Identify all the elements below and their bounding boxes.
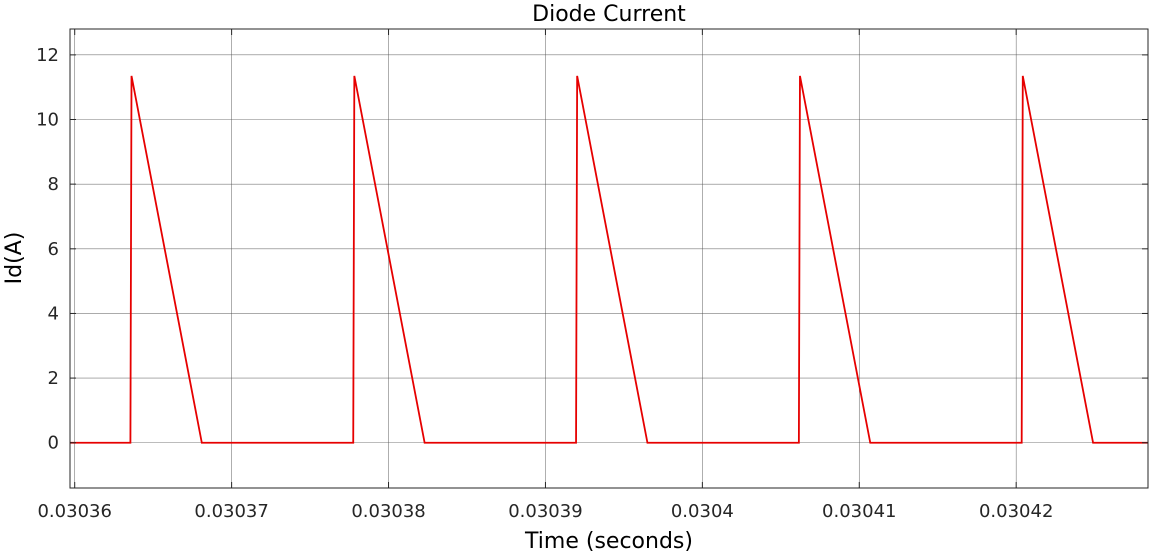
y-tick-label: 12 (36, 45, 59, 66)
chart-title: Diode Current (532, 2, 686, 27)
y-tick-label: 4 (48, 303, 59, 324)
y-tick-label: 8 (48, 174, 59, 195)
x-tick-label: 0.03038 (351, 501, 425, 522)
y-axis-label: Id(A) (2, 232, 27, 285)
ticks: 0.03036 0.03037 0.03038 0.03039 0.0304 0.0304… (36, 29, 1148, 522)
y-tick-label: 10 (36, 110, 59, 131)
x-tick-label: 0.03036 (37, 501, 111, 522)
y-tick-label: 6 (48, 239, 59, 260)
y-tick-label: 2 (48, 368, 59, 389)
x-tick-label: 0.03039 (508, 501, 582, 522)
grid (70, 29, 1148, 488)
y-tick-label: 0 (48, 433, 59, 454)
diode-current-line (70, 75, 1148, 444)
x-tick-label: 0.0304 (671, 501, 734, 522)
x-tick-label: 0.03037 (194, 501, 268, 522)
x-tick-label: 0.03041 (822, 501, 896, 522)
plot-area-frame (69, 28, 1149, 489)
x-axis-label: Time (seconds) (524, 529, 693, 554)
x-tick-label: 0.03042 (979, 501, 1053, 522)
series-layer (70, 75, 1148, 444)
